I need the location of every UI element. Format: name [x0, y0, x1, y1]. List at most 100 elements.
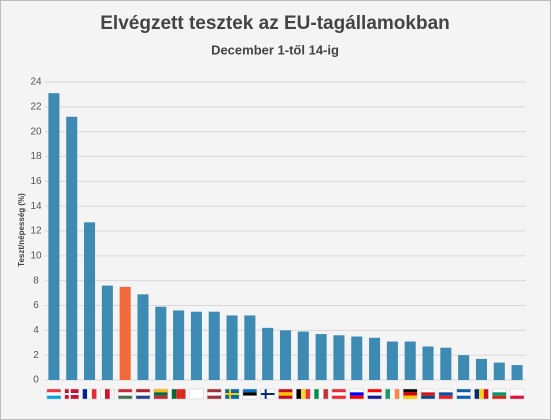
flag-border	[456, 388, 471, 400]
bar	[475, 358, 487, 380]
y-tick-label: 0	[33, 375, 39, 386]
flag-stripe	[105, 389, 110, 399]
flag-stripe	[153, 392, 168, 396]
y-tick-label: 16	[30, 176, 42, 187]
flag-cross	[64, 393, 79, 395]
flag-stripe	[438, 389, 453, 393]
flag-stripe	[278, 395, 293, 399]
flag-border	[171, 388, 186, 400]
flag-border	[331, 388, 347, 400]
bar	[155, 306, 167, 380]
flag-stripe	[189, 392, 204, 396]
flag-border	[206, 388, 222, 400]
flag-stripe	[510, 395, 525, 399]
flag-stripe	[510, 389, 525, 393]
y-tick-label: 12	[30, 226, 42, 237]
flag-stripe	[479, 389, 484, 399]
y-axis-label: Teszt/népesség (%)	[17, 193, 26, 267]
flag-border	[474, 388, 489, 400]
y-tick-label: 14	[30, 201, 42, 212]
flag-stripe	[421, 395, 436, 399]
flag-stripe	[403, 389, 418, 393]
flag-border	[420, 388, 436, 400]
y-tick-label: 6	[33, 300, 39, 311]
flag-stripe	[207, 392, 222, 396]
flag-stripe	[456, 395, 471, 399]
chart-subtitle: December 1-től 14-ig	[211, 42, 339, 57]
flag-stripe	[394, 389, 400, 399]
bar	[279, 330, 292, 380]
flag-stripe	[242, 395, 257, 399]
bar	[101, 285, 113, 380]
flag-border	[313, 388, 329, 400]
flag-stripe	[349, 395, 364, 399]
flag-border	[438, 388, 454, 400]
flag-stripe	[135, 395, 150, 399]
y-tick-label: 22	[30, 101, 42, 112]
flag-border	[492, 388, 507, 400]
flag-stripe	[82, 389, 88, 399]
flag-stripe	[367, 395, 382, 399]
flag-stripe	[349, 392, 364, 396]
flag-border	[117, 388, 133, 400]
bar	[208, 311, 220, 380]
flag-stripe	[390, 389, 395, 399]
flag-stripe	[118, 389, 133, 393]
bar	[297, 331, 309, 380]
bar	[351, 336, 363, 380]
flag-border	[224, 388, 240, 400]
chart-title: Elvégzett tesztek az EU-tagállamokban	[100, 13, 450, 34]
flag-border	[64, 388, 79, 400]
flag-border	[367, 388, 382, 400]
flag-stripe	[367, 392, 382, 396]
bar	[333, 335, 345, 380]
flag-stripe	[492, 395, 507, 399]
flag-stripe	[46, 392, 61, 396]
flag-stripe	[492, 392, 507, 396]
flag-stripe	[331, 389, 346, 393]
flag-border	[82, 388, 97, 400]
flag-stripe	[318, 389, 324, 399]
flag-stripe	[456, 389, 471, 393]
flag-border	[100, 388, 115, 400]
flag-stripe	[189, 395, 204, 399]
flag-border	[385, 388, 400, 400]
bar	[173, 310, 185, 380]
flag-stripe	[91, 389, 97, 399]
flag-stripe	[176, 389, 181, 399]
bar	[48, 93, 60, 381]
bar	[226, 315, 238, 380]
y-tick-label: 4	[33, 325, 39, 336]
flag-stripe	[135, 389, 150, 393]
y-tick-label: 8	[33, 275, 39, 286]
flag-stripe	[300, 389, 306, 399]
flag-stripe	[331, 392, 346, 396]
flag-stripe	[278, 389, 293, 393]
flag-border	[242, 388, 258, 400]
flag-stripe	[367, 389, 382, 393]
bar	[493, 362, 505, 380]
flag-stripe	[510, 392, 525, 396]
y-tick-label: 18	[30, 151, 42, 162]
bar	[440, 347, 452, 380]
flag-border	[278, 388, 293, 400]
y-tick-label: 10	[30, 250, 42, 261]
flag-stripe	[438, 395, 453, 399]
bar	[262, 327, 274, 380]
bar	[190, 311, 202, 380]
bar	[244, 315, 256, 380]
flag-stripe	[153, 395, 168, 399]
flag-border	[509, 388, 525, 400]
flag-stripe	[456, 392, 471, 396]
flag-stripe	[46, 389, 61, 393]
bar	[84, 222, 96, 380]
flag-cross	[260, 393, 275, 395]
flag-stripe	[474, 389, 480, 399]
flag-border	[260, 388, 275, 400]
flag-stripe	[438, 392, 453, 396]
flag-stripe	[87, 389, 92, 399]
flag-stripe	[135, 392, 150, 396]
flag-border	[135, 388, 151, 400]
flag-stripe	[403, 395, 418, 399]
